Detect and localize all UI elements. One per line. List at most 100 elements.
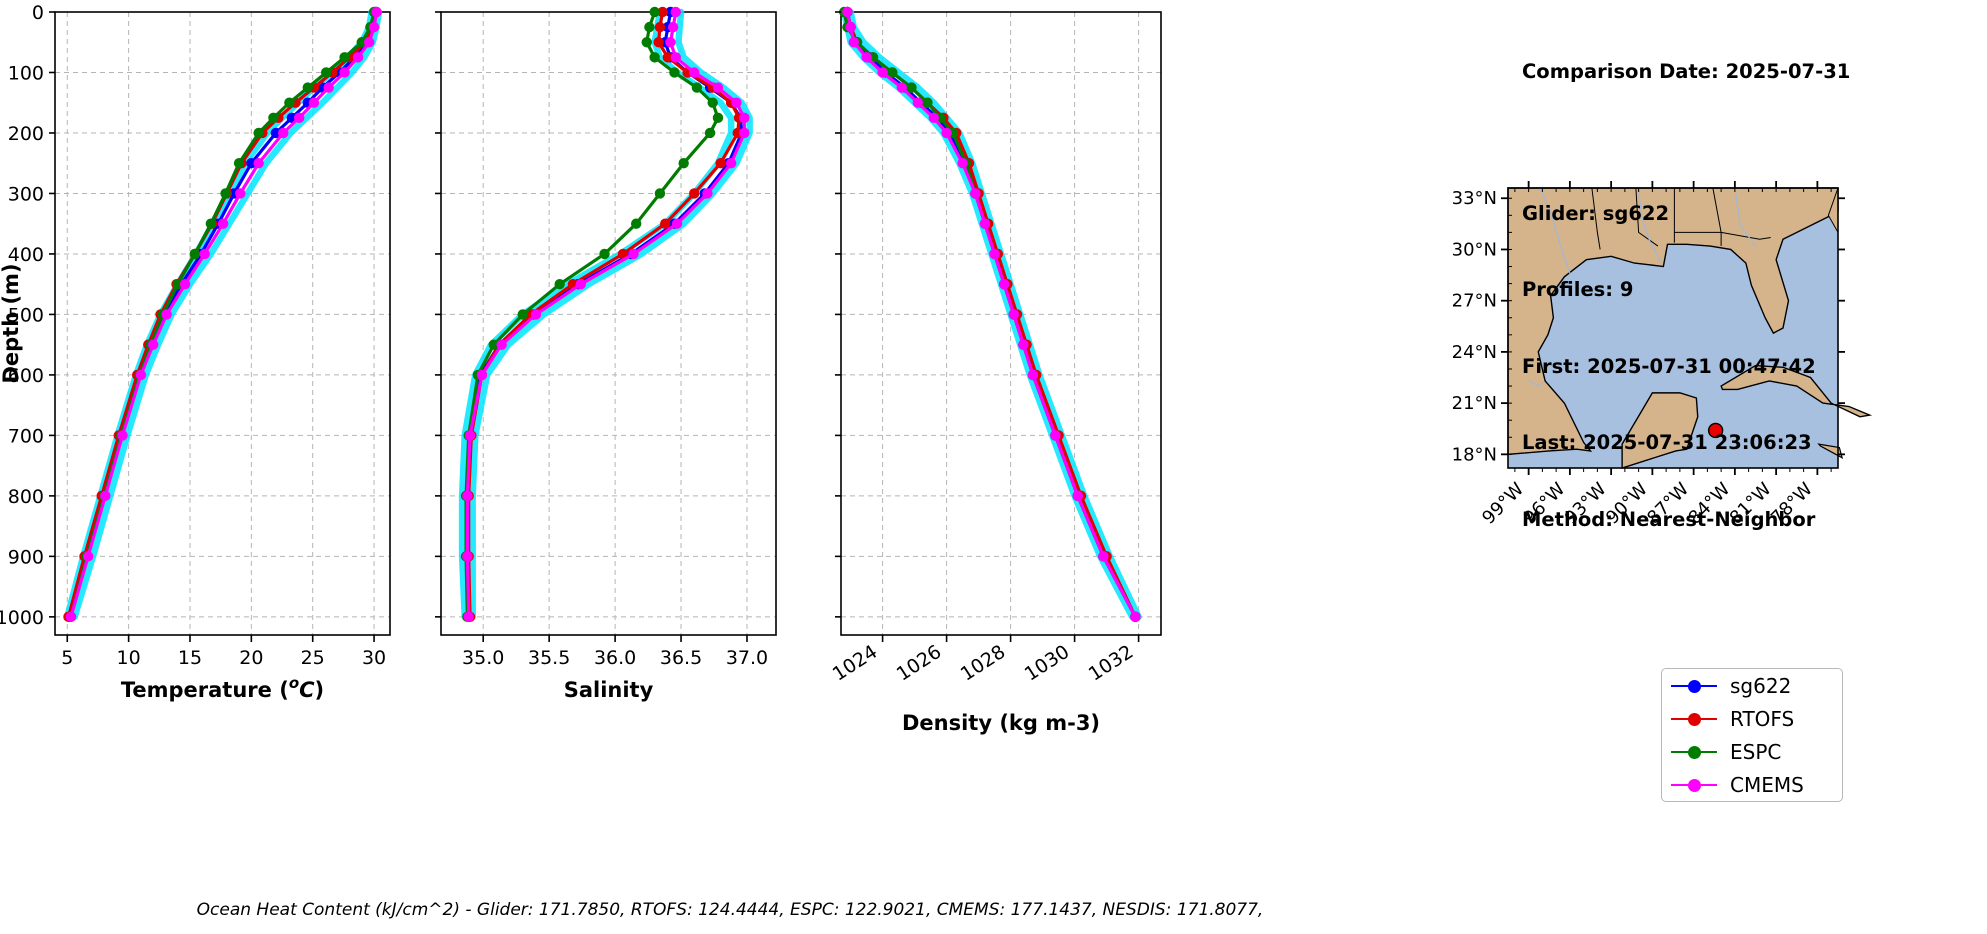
data-point-CMEMS bbox=[179, 278, 191, 290]
legend-item-CMEMS[interactable]: CMEMS bbox=[1662, 768, 1842, 801]
series-line-spread-upper bbox=[469, 8, 753, 621]
data-point-ESPC bbox=[887, 67, 898, 78]
data-point-CMEMS bbox=[293, 112, 305, 124]
data-point-ESPC bbox=[630, 218, 642, 229]
data-point-CMEMS bbox=[848, 37, 859, 48]
profiles-count-text: Profiles: 9 bbox=[1522, 278, 1634, 301]
data-point-RTOFS bbox=[617, 248, 629, 260]
data-point-ESPC bbox=[268, 112, 279, 124]
data-point-CMEMS bbox=[371, 6, 382, 18]
y-tick-label: 100 bbox=[8, 62, 44, 84]
y-tick-label: 400 bbox=[8, 244, 44, 266]
x-tick-label: 10 bbox=[117, 647, 141, 669]
map-lat-label: 21°N bbox=[1452, 393, 1497, 414]
data-point-CMEMS bbox=[667, 21, 679, 33]
data-point-RTOFS bbox=[653, 37, 664, 48]
panel-Temperature (ᵒC): 0 100 200 300 400 500 600 700 800 900 1000 5 10 15 20 2… bbox=[0, 2, 391, 702]
data-point-CMEMS bbox=[217, 218, 229, 229]
data-point-ESPC bbox=[302, 82, 313, 93]
data-point-CMEMS bbox=[476, 369, 488, 381]
data-point-CMEMS bbox=[712, 82, 724, 93]
x-tick-label: 37.0 bbox=[726, 647, 768, 669]
data-point-CMEMS bbox=[462, 490, 473, 502]
data-point-ESPC bbox=[233, 158, 245, 169]
data-point-CMEMS bbox=[82, 551, 94, 562]
legend-label: sg622 bbox=[1730, 673, 1792, 698]
x-tick-label: 1024 bbox=[829, 641, 882, 686]
data-point-CMEMS bbox=[323, 82, 334, 93]
data-point-CMEMS bbox=[339, 67, 350, 78]
data-point-ESPC bbox=[922, 97, 933, 108]
comparison-date-text: Comparison Date: 2025-07-31 bbox=[1522, 60, 1851, 83]
x-axis-title: Temperature (oC) bbox=[121, 674, 324, 702]
data-point-ESPC bbox=[172, 278, 183, 290]
glider-position-marker[interactable] bbox=[1707, 422, 1724, 439]
data-point-ESPC bbox=[641, 37, 652, 48]
data-point-ESPC bbox=[707, 97, 718, 108]
map-state-border-0 bbox=[1591, 187, 1601, 250]
data-point-RTOFS bbox=[689, 188, 700, 199]
first-profile-time-text: First: 2025-07-31 00:47:42 bbox=[1522, 354, 1816, 378]
data-point-CMEMS bbox=[989, 248, 1000, 260]
glider-name-text: Glider: sg622 bbox=[1522, 201, 1670, 225]
spacer bbox=[1522, 136, 1850, 150]
data-point-ESPC bbox=[517, 309, 528, 320]
data-point-sg622 bbox=[270, 127, 282, 139]
data-point-CMEMS bbox=[1130, 611, 1141, 623]
data-point-ESPC bbox=[712, 112, 724, 124]
data-point-RTOFS bbox=[654, 21, 666, 33]
map-state-border-5 bbox=[1721, 231, 1771, 240]
data-point-CMEMS bbox=[928, 112, 939, 124]
x-tick-label: 1026 bbox=[893, 641, 946, 686]
data-point-CMEMS bbox=[739, 112, 750, 124]
legend-item-RTOFS[interactable]: RTOFS bbox=[1662, 702, 1842, 735]
data-point-ESPC bbox=[339, 52, 350, 63]
ocean-heat-content-caption: Ocean Heat Content (kJ/cm^2) - Glider: 1… bbox=[196, 900, 1264, 920]
data-point-CMEMS bbox=[1008, 309, 1019, 320]
x-tick-label: 5 bbox=[61, 647, 73, 669]
series-line-spread-upper bbox=[71, 8, 383, 621]
map-river-2 bbox=[1638, 187, 1663, 266]
data-point-ESPC bbox=[189, 248, 201, 260]
map-land-north bbox=[1507, 187, 1839, 456]
data-point-CMEMS bbox=[575, 278, 587, 290]
x-tick-label: 30 bbox=[362, 647, 386, 669]
data-point-ESPC bbox=[678, 158, 689, 169]
data-point-ESPC bbox=[320, 67, 332, 78]
glider-location-map[interactable]: 33°N30°N27°N24°N21°N18°N99°W96°W93°W90°W… bbox=[1452, 180, 1920, 600]
data-point-CMEMS bbox=[628, 248, 639, 260]
data-point-sg622 bbox=[246, 158, 257, 169]
data-point-CMEMS bbox=[199, 248, 210, 260]
legend-item-ESPC[interactable]: ESPC bbox=[1662, 735, 1842, 768]
legend-label: ESPC bbox=[1730, 739, 1782, 764]
map-lat-label: 30°N bbox=[1452, 239, 1497, 260]
data-point-CMEMS bbox=[912, 97, 923, 108]
data-point-CMEMS bbox=[999, 278, 1010, 290]
legend[interactable]: sg622 RTOFS ESPC CMEMS bbox=[1661, 668, 1843, 802]
legend-item-sg622[interactable]: sg622 bbox=[1662, 669, 1842, 702]
legend-swatch-RTOFS bbox=[1671, 712, 1717, 726]
x-tick-label: 35.5 bbox=[528, 647, 570, 669]
map-land-yucatan bbox=[1621, 392, 1699, 469]
data-point-ESPC bbox=[554, 278, 565, 290]
series-line-ESPC bbox=[464, 10, 720, 619]
x-tick-label: 1030 bbox=[1021, 641, 1074, 686]
data-point-RTOFS bbox=[660, 218, 671, 229]
legend-swatch-sg622 bbox=[1671, 679, 1717, 693]
data-point-ESPC bbox=[205, 218, 217, 229]
data-point-ESPC bbox=[644, 21, 655, 33]
x-tick-label: 25 bbox=[301, 647, 325, 669]
x-axis-title: Density (kg m-3) bbox=[902, 711, 1100, 735]
map-state-border-1 bbox=[1635, 187, 1659, 247]
x-tick-label: 15 bbox=[178, 647, 202, 669]
data-point-ESPC bbox=[599, 248, 610, 260]
map-lat-label: 24°N bbox=[1452, 342, 1497, 363]
data-point-CMEMS bbox=[352, 52, 364, 63]
data-point-ESPC bbox=[253, 127, 264, 139]
y-tick-label: 800 bbox=[8, 486, 44, 508]
data-point-CMEMS bbox=[1098, 551, 1109, 562]
data-point-CMEMS bbox=[861, 52, 872, 63]
data-point-CMEMS bbox=[368, 21, 380, 33]
map-land-jamaica bbox=[1817, 443, 1844, 459]
series-line-RTOFS bbox=[66, 10, 379, 619]
